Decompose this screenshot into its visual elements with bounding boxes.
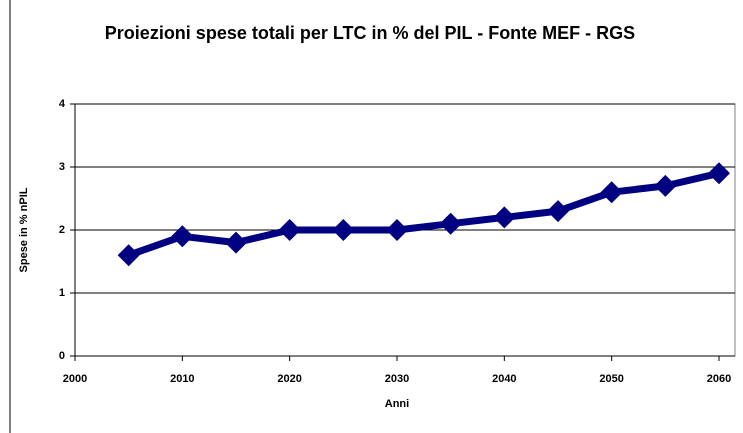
x-tick-label: 2050	[599, 373, 623, 385]
marker	[654, 174, 677, 197]
y-tick-label: 2	[59, 224, 65, 236]
x-tick-label: 2010	[170, 373, 194, 385]
marker	[117, 244, 140, 267]
y-tick-label: 3	[59, 161, 65, 173]
x-tick-label: 2040	[492, 373, 516, 385]
marker	[439, 212, 462, 235]
marker	[708, 162, 730, 185]
marker	[493, 206, 516, 229]
x-tick-label: 2060	[707, 373, 731, 385]
x-tick-label: 2000	[63, 373, 87, 385]
marker	[547, 200, 569, 223]
marker	[171, 225, 194, 248]
marker	[225, 231, 247, 254]
chart-title: Proiezioni spese totali per LTC in % del…	[104, 23, 636, 43]
marker	[278, 219, 301, 241]
line	[127, 169, 720, 259]
y-tick-label: 0	[59, 350, 65, 362]
y-tick-label: 1	[59, 287, 65, 299]
x-tick-label: 2020	[277, 373, 301, 385]
marker	[332, 219, 355, 241]
marker	[386, 219, 408, 241]
marker	[600, 181, 623, 204]
x-axis-label: Anni	[385, 398, 409, 410]
x-tick-label: 2030	[385, 373, 409, 385]
y-tick-label: 4	[59, 98, 66, 110]
y-axis-label: Spese in % nPIL	[18, 187, 30, 272]
